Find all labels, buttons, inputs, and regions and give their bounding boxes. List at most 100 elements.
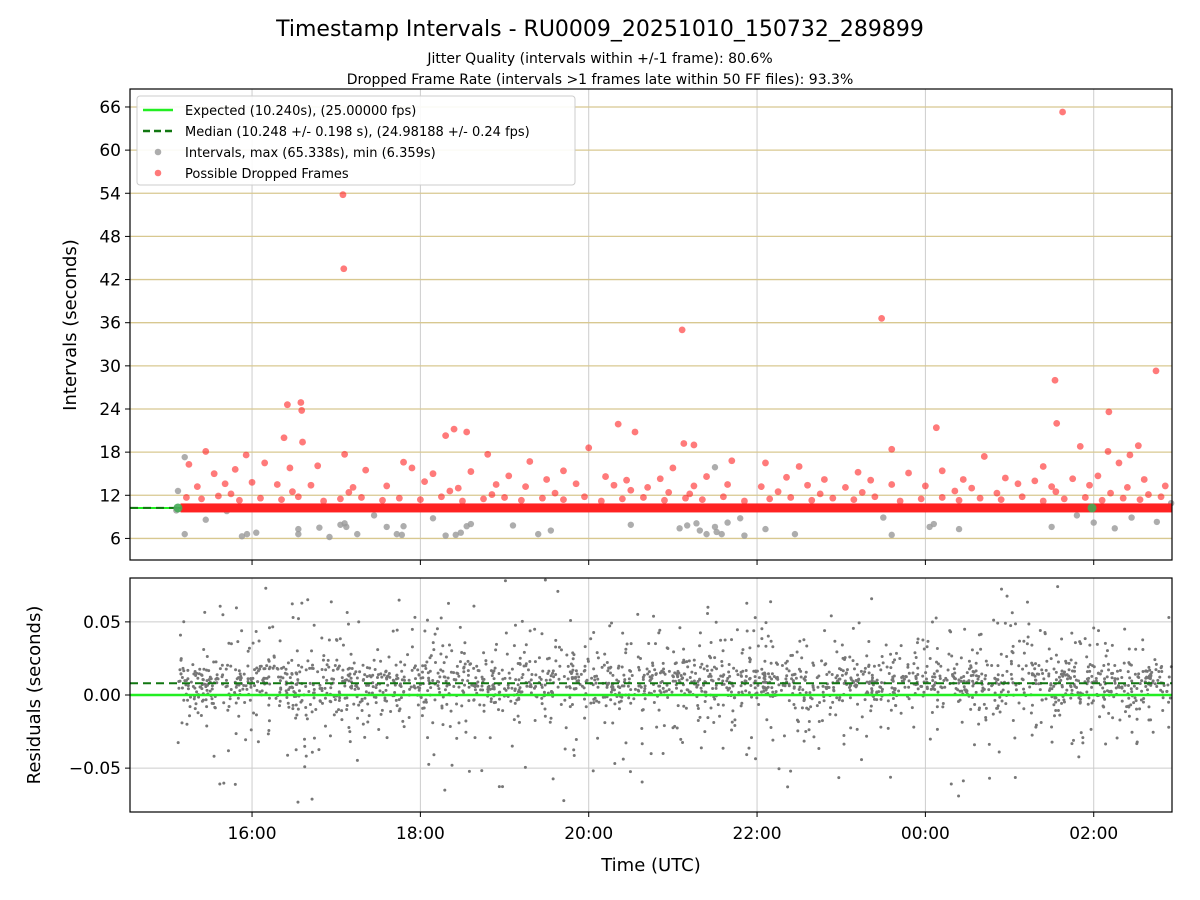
residual-point — [1091, 664, 1095, 668]
residual-point — [1090, 674, 1094, 678]
dropped-frame-point — [358, 494, 365, 501]
residual-point — [1022, 639, 1026, 643]
residual-point — [796, 729, 800, 733]
top-y-tick-label: 24 — [99, 400, 121, 420]
residual-point — [699, 686, 703, 690]
residual-point — [1041, 672, 1045, 676]
residual-point — [1030, 703, 1034, 707]
residual-point — [609, 690, 613, 694]
residual-point — [848, 688, 852, 692]
residual-point — [885, 665, 889, 669]
residual-point — [783, 684, 787, 688]
residual-point — [216, 677, 220, 681]
residual-point — [601, 695, 605, 699]
residual-point — [666, 647, 670, 651]
dropped-frame-point — [858, 489, 866, 496]
residual-point — [646, 672, 650, 676]
residual-point — [284, 689, 288, 693]
residual-point — [1094, 680, 1098, 684]
residual-point — [440, 706, 444, 710]
residual-point — [1067, 661, 1071, 665]
residual-point — [1129, 663, 1133, 667]
residual-point — [764, 621, 768, 625]
residual-point — [879, 697, 883, 701]
residual-point — [337, 699, 341, 703]
residual-point — [271, 625, 275, 629]
residual-point — [1147, 665, 1151, 669]
residual-point — [278, 639, 282, 643]
residual-point — [473, 685, 477, 689]
residual-point — [310, 750, 314, 754]
residual-point — [290, 685, 294, 689]
dropped-frame-point — [242, 451, 250, 459]
residual-point — [341, 668, 345, 672]
dropped-frame-point — [517, 496, 525, 504]
dropped-frame-point — [795, 463, 803, 470]
residual-point — [823, 629, 827, 633]
residual-point — [629, 701, 633, 705]
residual-point — [859, 669, 863, 673]
chart-subtitle-jitter: Jitter Quality (intervals within +/-1 fr… — [426, 51, 772, 67]
dropped-frame-point — [362, 466, 370, 474]
residual-point — [761, 680, 765, 684]
residual-point — [907, 685, 911, 689]
residual-point — [1052, 684, 1056, 688]
interval-point — [693, 520, 700, 527]
interval-point — [762, 525, 769, 533]
residual-point — [1006, 690, 1010, 694]
dropped-frame-point — [656, 475, 664, 483]
residual-point — [494, 648, 498, 652]
residual-point — [696, 703, 700, 707]
residual-point — [512, 718, 516, 722]
residual-point — [1010, 650, 1014, 654]
residual-point — [546, 671, 550, 675]
residual-point — [291, 707, 295, 711]
dropped-frame-point — [429, 470, 437, 478]
interval-point — [930, 520, 938, 528]
dropped-frame-point — [1134, 442, 1142, 450]
residual-point — [922, 647, 926, 651]
x-tick-label: 16:00 — [228, 824, 277, 844]
residual-point — [212, 660, 216, 664]
interval-point — [1073, 512, 1081, 519]
interval-point — [295, 530, 302, 538]
residual-point — [383, 698, 387, 702]
residual-point — [1138, 707, 1142, 711]
residual-point — [1053, 696, 1057, 700]
residual-point — [470, 683, 474, 687]
residual-point — [651, 661, 655, 665]
legend-dropped-swatch — [154, 169, 162, 177]
residual-point — [901, 674, 905, 678]
residual-point — [533, 718, 537, 722]
residual-point — [486, 687, 490, 691]
residual-point — [980, 679, 984, 683]
residual-point — [444, 655, 448, 659]
residual-point — [721, 679, 725, 683]
residual-point — [233, 691, 237, 695]
residual-point — [286, 753, 290, 757]
residual-point — [244, 738, 248, 742]
residual-point — [809, 705, 813, 709]
dropped-frame-point — [438, 493, 445, 501]
residual-point — [640, 780, 644, 784]
dropped-frame-point — [888, 445, 896, 453]
residual-point — [196, 676, 200, 680]
residual-point — [744, 689, 748, 693]
interval-point — [181, 530, 188, 538]
residual-point — [1094, 676, 1098, 680]
residual-point — [310, 710, 314, 714]
residual-point — [1052, 667, 1056, 671]
residual-point — [636, 655, 640, 659]
residual-point — [832, 688, 836, 692]
residual-point — [204, 698, 208, 702]
residual-point — [953, 676, 957, 680]
residual-point — [678, 626, 682, 630]
residual-point — [939, 664, 943, 668]
residual-point — [1140, 679, 1144, 683]
residual-point — [543, 707, 547, 711]
residual-point — [944, 676, 948, 680]
dropped-frame-point — [278, 496, 285, 503]
dropped-frame-point — [1081, 494, 1089, 501]
residual-point — [466, 673, 470, 677]
interval-point — [1111, 525, 1118, 532]
